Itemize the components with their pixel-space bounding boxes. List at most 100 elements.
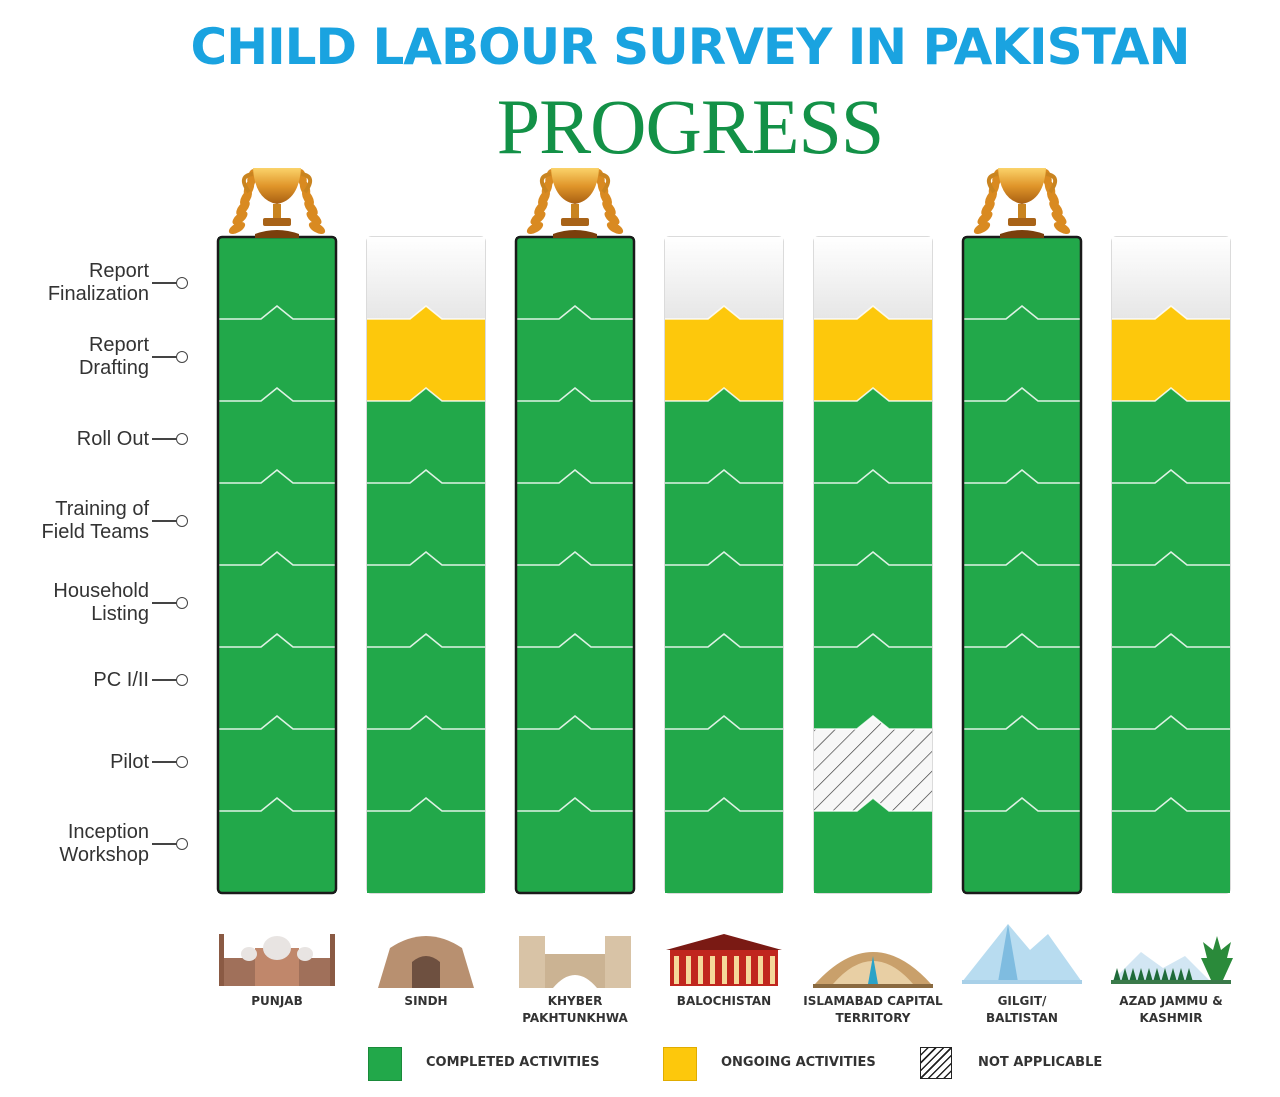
region-name: PUNJAB [202, 993, 352, 1010]
segment-divider [665, 632, 783, 648]
segment-completed [516, 237, 634, 319]
segment-divider [963, 714, 1081, 730]
segment-divider [665, 796, 783, 812]
segment-divider [367, 304, 485, 320]
segment-divider [1112, 550, 1230, 566]
region-column [366, 236, 486, 894]
chart-subtitle: PROGRESS [496, 83, 885, 170]
segment-completed [367, 811, 485, 893]
stage-label-line: Field Teams [41, 521, 149, 543]
segment-completed [516, 729, 634, 811]
segment-divider [963, 796, 1081, 812]
segment-divider [516, 386, 634, 402]
segment-divider [1112, 386, 1230, 402]
segment-divider [367, 632, 485, 648]
segment-divider [1112, 304, 1230, 320]
segment-divider [367, 714, 485, 730]
region-column [664, 236, 784, 894]
segment-divider [367, 550, 485, 566]
segment-ongoing [665, 319, 783, 401]
segment-completed [1112, 647, 1230, 729]
segment-completed [963, 811, 1081, 893]
stage-dot [176, 277, 188, 289]
segment-completed [814, 401, 932, 483]
stage-label: Pilot [110, 751, 149, 774]
segment-none [367, 237, 485, 319]
region-name-line: TERRITORY [835, 1011, 911, 1025]
stage-label: Inception Workshop [59, 821, 149, 867]
segment-completed [963, 319, 1081, 401]
assembly-building-icon [666, 934, 782, 986]
region-name-line: GILGIT/ [997, 994, 1047, 1008]
region-name-line: BALOCHISTAN [676, 994, 772, 1008]
region-name-line: AZAD JAMMU & [1119, 994, 1223, 1008]
stage-connector [152, 282, 178, 284]
stage-label: Report Finalization [48, 260, 149, 306]
segment-completed [1112, 483, 1230, 565]
stage-label-line: Report [88, 334, 149, 356]
segment-divider [516, 796, 634, 812]
segment-divider [218, 468, 336, 484]
region-name-line: BALTISTAN [986, 1011, 1058, 1025]
segment-divider [963, 550, 1081, 566]
segment-divider [516, 714, 634, 730]
segment-divider [1112, 632, 1230, 648]
stage-label: Roll Out [77, 428, 149, 451]
segment-completed [963, 565, 1081, 647]
segment-divider [218, 304, 336, 320]
region-name-line: KHYBER [547, 994, 603, 1008]
segment-completed [665, 401, 783, 483]
segment-completed [665, 647, 783, 729]
segment-none [814, 237, 932, 319]
segment-completed [367, 565, 485, 647]
region-name-line: SINDH [404, 994, 448, 1008]
segment-completed [963, 729, 1081, 811]
segment-divider [814, 632, 932, 648]
segment-completed [367, 483, 485, 565]
maple-leaf-icon [1111, 936, 1233, 984]
trophy-icon [228, 168, 326, 238]
legend-swatch-completed [368, 1047, 402, 1081]
stage-connector [152, 843, 178, 845]
region-name: SINDH [351, 993, 501, 1010]
mosque-icon [219, 934, 335, 986]
stage-label: PC I/II [93, 669, 149, 692]
segment-completed [516, 401, 634, 483]
segment-completed [814, 483, 932, 565]
trophy-icon [973, 168, 1071, 238]
segment-divider [1112, 468, 1230, 484]
segment-completed [963, 237, 1081, 319]
stage-connector [152, 520, 178, 522]
segment-completed [516, 565, 634, 647]
segment-completed [963, 647, 1081, 729]
region-name-line: PAKHTUNKHWA [522, 1011, 628, 1025]
segment-divider [1112, 796, 1230, 812]
segment-divider [665, 550, 783, 566]
segment-divider [516, 632, 634, 648]
segment-completed [814, 647, 932, 729]
segment-ongoing [814, 319, 932, 401]
segment-completed [367, 729, 485, 811]
stage-dot [176, 433, 188, 445]
legend-label-not_applicable: NOT APPLICABLE [978, 1055, 1103, 1070]
segment-divider [218, 550, 336, 566]
segment-divider [218, 714, 336, 730]
stage-dot [176, 838, 188, 850]
segment-divider [665, 386, 783, 402]
region-column [813, 236, 933, 894]
legend-label-ongoing: ONGOING ACTIVITIES [721, 1055, 876, 1070]
segment-completed [218, 237, 336, 319]
region-column [216, 168, 338, 895]
region-name-line: KASHMIR [1139, 1011, 1203, 1025]
stage-dot [176, 674, 188, 686]
segment-completed [218, 729, 336, 811]
segment-completed [218, 811, 336, 893]
segment-divider [814, 468, 932, 484]
fort-gate-icon [519, 936, 631, 988]
segment-divider [814, 714, 932, 730]
region-name: KHYBER PAKHTUNKHWA [500, 993, 650, 1027]
segment-divider [963, 304, 1081, 320]
stage-label-line: PC I/II [93, 668, 149, 691]
segment-completed [1112, 811, 1230, 893]
segment-completed [218, 483, 336, 565]
